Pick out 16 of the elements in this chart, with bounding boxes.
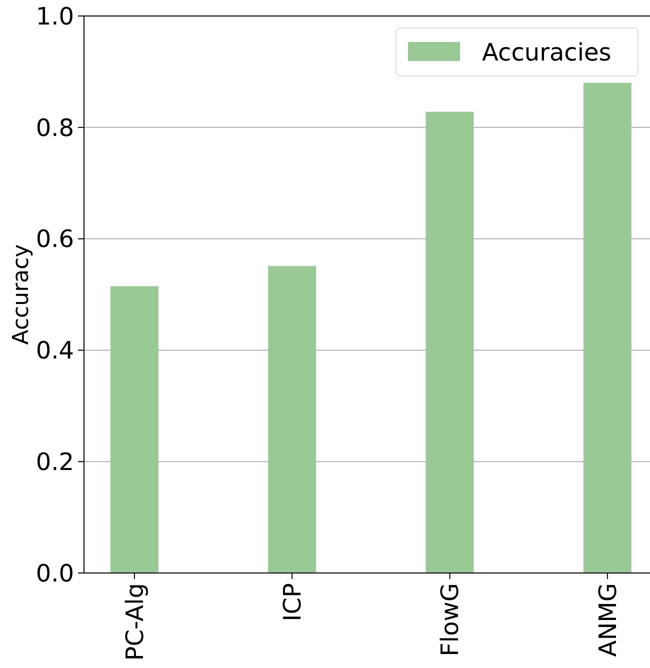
y-tick-label: 0.2 (36, 448, 74, 476)
y-tick-label: 0.6 (36, 225, 74, 254)
x-tick-label: PC-Alg (120, 583, 149, 661)
y-axis-title: Accuracy (9, 244, 34, 345)
y-tick-label: 0.4 (36, 336, 74, 365)
bar (426, 112, 474, 573)
x-tick-label: ICP (278, 583, 307, 622)
legend-label: Accuracies (482, 38, 612, 66)
x-tick-label: FlowG (436, 583, 464, 656)
bar (583, 82, 632, 573)
y-tick-label: 0.8 (36, 114, 74, 142)
bar (110, 286, 158, 573)
x-tick-label: ANMG (594, 583, 622, 657)
y-tick-label: 1.0 (36, 2, 74, 30)
bar (268, 266, 316, 573)
y-tick-label: 0.0 (36, 559, 74, 588)
